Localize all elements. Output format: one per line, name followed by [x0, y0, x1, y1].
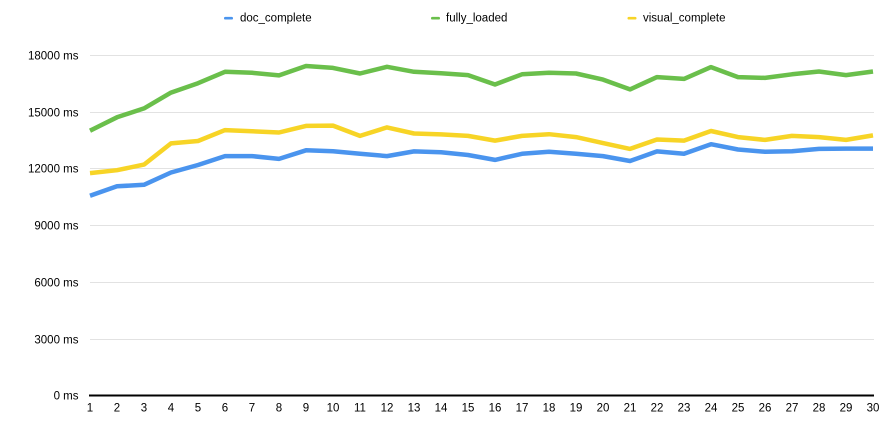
svg-text:15: 15	[462, 403, 475, 415]
svg-text:6: 6	[222, 403, 228, 415]
svg-text:5: 5	[195, 403, 201, 415]
svg-text:28: 28	[813, 403, 826, 415]
svg-text:14: 14	[435, 403, 448, 415]
svg-text:29: 29	[840, 403, 853, 415]
svg-text:22: 22	[651, 403, 664, 415]
svg-text:8: 8	[276, 403, 282, 415]
svg-text:6000 ms: 6000 ms	[34, 278, 78, 290]
svg-text:9: 9	[303, 403, 309, 415]
svg-text:21: 21	[624, 403, 637, 415]
svg-text:23: 23	[678, 403, 691, 415]
svg-text:13: 13	[408, 403, 421, 415]
svg-text:visual_complete: visual_complete	[643, 13, 725, 25]
svg-text:3000 ms: 3000 ms	[34, 335, 78, 347]
svg-text:18000 ms: 18000 ms	[28, 51, 79, 63]
svg-text:4: 4	[168, 403, 175, 415]
svg-text:3: 3	[141, 403, 147, 415]
svg-text:12000 ms: 12000 ms	[28, 164, 79, 176]
svg-text:27: 27	[786, 403, 799, 415]
svg-text:30: 30	[867, 403, 880, 415]
svg-text:doc_complete: doc_complete	[240, 13, 312, 25]
svg-text:17: 17	[516, 403, 529, 415]
svg-text:15000 ms: 15000 ms	[28, 108, 79, 120]
svg-text:12: 12	[381, 403, 394, 415]
svg-text:16: 16	[489, 403, 502, 415]
svg-text:10: 10	[327, 403, 340, 415]
svg-text:7: 7	[249, 403, 255, 415]
svg-text:20: 20	[597, 403, 610, 415]
svg-text:18: 18	[543, 403, 556, 415]
svg-text:fully_loaded: fully_loaded	[446, 13, 507, 25]
svg-text:24: 24	[705, 403, 718, 415]
svg-text:11: 11	[354, 403, 366, 415]
svg-text:26: 26	[759, 403, 772, 415]
svg-text:9000 ms: 9000 ms	[34, 221, 78, 233]
svg-text:19: 19	[570, 403, 583, 415]
svg-text:1: 1	[87, 403, 93, 415]
svg-text:25: 25	[732, 403, 745, 415]
svg-text:0 ms: 0 ms	[54, 391, 79, 403]
svg-text:2: 2	[114, 403, 120, 415]
